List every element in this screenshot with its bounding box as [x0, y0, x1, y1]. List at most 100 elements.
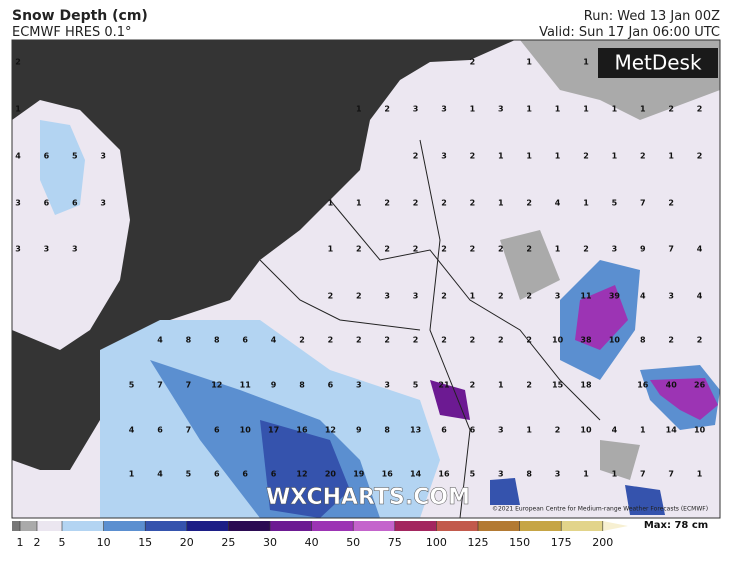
grid-value: 1 — [612, 152, 618, 161]
grid-value: 7 — [640, 199, 646, 208]
colorbar-label: 10 — [97, 536, 111, 549]
grid-value: 5 — [470, 470, 476, 479]
grid-value: 6 — [470, 426, 476, 435]
grid-value: 10 — [580, 426, 592, 435]
grid-value: 1 — [697, 470, 703, 479]
grid-value: 4 — [697, 245, 703, 254]
grid-value: 38 — [580, 336, 592, 345]
grid-value: 3 — [15, 199, 21, 208]
grid-value: 21 — [438, 381, 450, 390]
grid-value: 3 — [441, 152, 447, 161]
colorbar-label: 20 — [180, 536, 194, 549]
grid-value: 14 — [666, 426, 678, 435]
grid-value: 4 — [697, 292, 703, 301]
colorbar-segment — [145, 521, 187, 531]
grid-value: 1 — [583, 105, 589, 114]
grid-value: 2 — [668, 336, 674, 345]
grid-value: 4 — [157, 336, 163, 345]
grid-value: 2 — [470, 336, 476, 345]
grid-value: 2 — [583, 152, 589, 161]
grid-value: 2 — [413, 336, 419, 345]
grid-value: 1 — [470, 105, 476, 114]
grid-value: 8 — [299, 381, 305, 390]
colorbar: 1 2 5 10 15 20 25 30 40 50 75 100 125 150 175 200 — [12, 521, 628, 549]
grid-value: 5 — [612, 199, 618, 208]
colorbar-label: 175 — [551, 536, 572, 549]
grid-value: 6 — [157, 426, 163, 435]
grid-value: 4 — [612, 426, 618, 435]
grid-value: 2 — [441, 292, 447, 301]
grid-value: 11 — [580, 292, 592, 301]
colorbar-segment — [602, 521, 628, 531]
grid-value: 3 — [441, 105, 447, 114]
colorbar-label: 50 — [346, 536, 360, 549]
grid-value: 4 — [129, 426, 135, 435]
grid-value: 2 — [697, 152, 703, 161]
grid-value: 15 — [552, 381, 564, 390]
grid-value: 5 — [413, 381, 419, 390]
grid-value: 26 — [694, 381, 706, 390]
grid-value: 10 — [240, 426, 252, 435]
grid-value: 3 — [384, 381, 390, 390]
grid-value: 2 — [470, 152, 476, 161]
grid-value: 4 — [555, 199, 561, 208]
colorbar-segment — [62, 521, 104, 531]
grid-value: 3 — [44, 245, 50, 254]
grid-value: 3 — [555, 470, 561, 479]
grid-value: 18 — [580, 381, 592, 390]
grid-value: 9 — [356, 426, 362, 435]
grid-value: 1 — [498, 381, 504, 390]
grid-value: 12 — [296, 470, 307, 479]
colorbar-segment — [561, 521, 603, 531]
colorbar-segment — [20, 521, 37, 531]
grid-value: 4 — [15, 152, 21, 161]
grid-value: 3 — [498, 470, 504, 479]
colorbar-segment — [519, 521, 562, 531]
grid-value: 1 — [640, 426, 646, 435]
colorbar-segment — [12, 521, 20, 531]
grid-value: 1 — [15, 105, 21, 114]
grid-value: 3 — [413, 105, 419, 114]
grid-value: 1 — [612, 105, 618, 114]
grid-value: 2 — [384, 105, 390, 114]
grid-value: 2 — [413, 245, 419, 254]
grid-value: 2 — [356, 245, 362, 254]
grid-value: 2 — [498, 292, 504, 301]
grid-value: 13 — [410, 426, 421, 435]
colorbar-label: 5 — [59, 536, 66, 549]
grid-value: 2 — [583, 245, 589, 254]
grid-value: 3 — [100, 152, 106, 161]
colorbar-segment — [436, 521, 478, 531]
grid-value: 5 — [129, 381, 135, 390]
grid-value: 2 — [413, 152, 419, 161]
grid-value: 6 — [214, 470, 220, 479]
grid-value: 2 — [526, 199, 532, 208]
grid-value: 1 — [640, 105, 646, 114]
grid-value: 12 — [211, 381, 222, 390]
grid-value: 3 — [72, 245, 78, 254]
colorbar-segment — [37, 521, 62, 531]
grid-value: 1 — [356, 199, 362, 208]
grid-value: 7 — [157, 381, 163, 390]
grid-value: 1 — [583, 199, 589, 208]
grid-value: 39 — [609, 292, 621, 301]
grid-value: 2 — [470, 381, 476, 390]
grid-value: 2 — [15, 58, 21, 67]
grid-value: 1 — [555, 245, 561, 254]
grid-value: 16 — [438, 470, 450, 479]
grid-value: 12 — [325, 426, 336, 435]
grid-value: 2 — [328, 292, 334, 301]
grid-value: 1 — [470, 292, 476, 301]
colorbar-label: 25 — [221, 536, 235, 549]
grid-value: 2 — [356, 292, 362, 301]
grid-value: 9 — [271, 381, 277, 390]
colorbar-segment — [103, 521, 146, 531]
grid-value: 19 — [353, 470, 365, 479]
grid-value: 2 — [356, 336, 362, 345]
grid-value: 6 — [271, 470, 277, 479]
colorbar-segment — [228, 521, 270, 531]
grid-value: 10 — [609, 336, 621, 345]
grid-value: 1 — [668, 152, 674, 161]
grid-value: 2 — [555, 426, 561, 435]
